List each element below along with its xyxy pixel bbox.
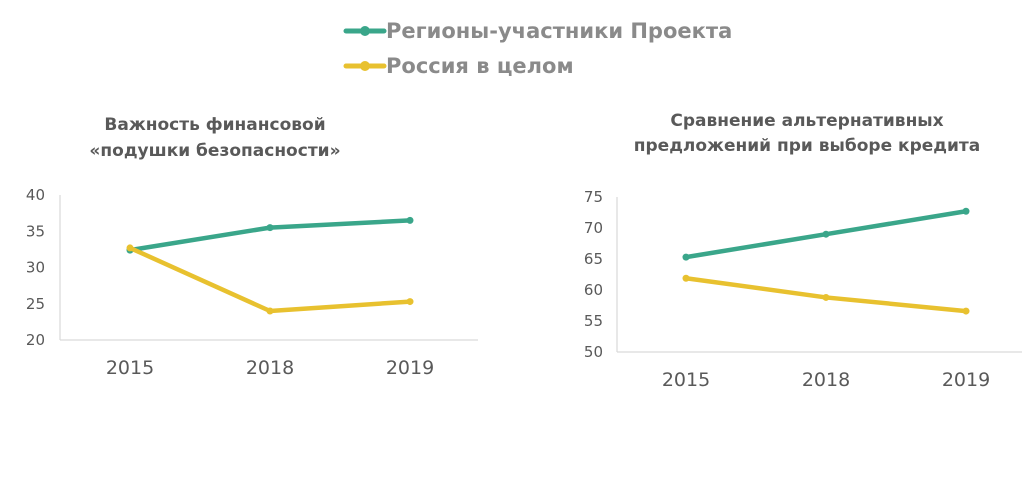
legend-item-1: Россия в целом bbox=[343, 54, 574, 78]
data-point bbox=[682, 253, 690, 261]
legend-marker bbox=[360, 26, 370, 36]
chart-panel-credit-comparison: Сравнение альтернативных предложений при … bbox=[584, 111, 1022, 391]
y-tick-label: 70 bbox=[584, 219, 603, 237]
y-tick-label: 40 bbox=[26, 186, 45, 204]
data-point bbox=[406, 298, 414, 306]
y-tick-label: 30 bbox=[26, 259, 45, 277]
series-line-1 bbox=[127, 245, 413, 314]
x-tick-label: 2019 bbox=[386, 357, 434, 379]
chart-title-line: Важность финансовой bbox=[104, 115, 325, 135]
x-tick-label: 2019 bbox=[942, 369, 990, 391]
y-tick-label: 65 bbox=[584, 250, 603, 268]
x-tick-label: 2018 bbox=[802, 369, 850, 391]
y-tick-label: 35 bbox=[26, 222, 45, 240]
chart-title-line: «подушки безопасности» bbox=[89, 141, 340, 161]
x-tick-label: 2018 bbox=[246, 357, 294, 379]
data-point bbox=[266, 224, 274, 232]
data-point bbox=[962, 207, 970, 215]
legend: Регионы-участники Проекта Россия в целом bbox=[343, 19, 732, 78]
y-tick-label: 55 bbox=[584, 312, 603, 330]
data-point bbox=[406, 216, 414, 224]
data-point bbox=[822, 230, 830, 238]
legend-item-0: Регионы-участники Проекта bbox=[343, 19, 732, 43]
y-tick-label: 50 bbox=[584, 343, 603, 361]
y-tick-label: 75 bbox=[584, 188, 603, 206]
data-point bbox=[682, 274, 690, 282]
chart-title-line: Сравнение альтернативных bbox=[670, 111, 943, 131]
x-tick-label: 2015 bbox=[106, 357, 154, 379]
y-tick-label: 20 bbox=[26, 331, 45, 349]
x-tick-label: 2015 bbox=[662, 369, 710, 391]
data-point bbox=[822, 293, 830, 301]
chart-panel-savings-cushion: Важность финансовой «подушки безопасности… bbox=[26, 115, 478, 379]
legend-label: Регионы-участники Проекта bbox=[386, 19, 732, 43]
data-point bbox=[962, 307, 970, 315]
legend-marker bbox=[360, 61, 370, 71]
y-tick-label: 60 bbox=[584, 281, 603, 299]
chart-title-line: предложений при выборе кредита bbox=[634, 136, 980, 156]
y-tick-label: 25 bbox=[26, 295, 45, 313]
legend-label: Россия в целом bbox=[386, 54, 574, 78]
data-point bbox=[266, 307, 274, 315]
data-point bbox=[126, 244, 134, 252]
